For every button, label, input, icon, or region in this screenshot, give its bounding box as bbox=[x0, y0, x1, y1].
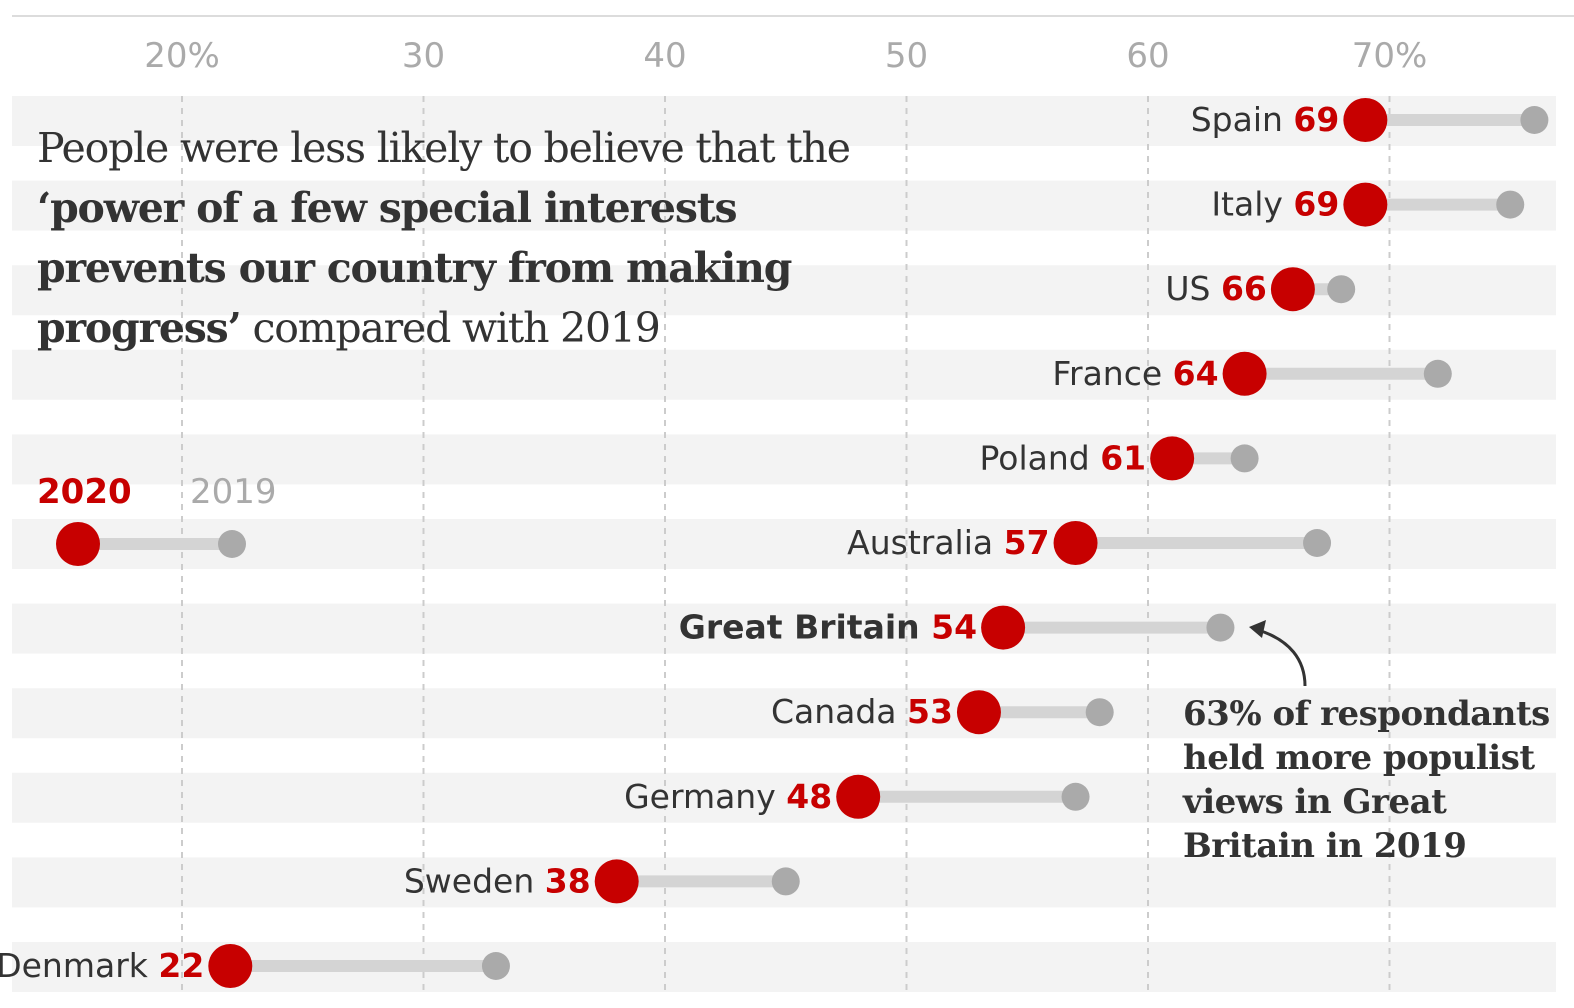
chart-title: People were less likely to believe that … bbox=[37, 118, 857, 358]
dot-2019 bbox=[1520, 106, 1549, 134]
legend: 2020 2019 bbox=[37, 472, 277, 566]
value-2020: 48 bbox=[786, 777, 832, 816]
x-tick-label: 40 bbox=[643, 36, 686, 76]
row-label: Spain 69 bbox=[1191, 100, 1340, 139]
gb-annotation: 63% of respondants held more populist vi… bbox=[1183, 692, 1563, 868]
dumbbell-row: Sweden 38 bbox=[404, 859, 800, 904]
country-name: France bbox=[1052, 354, 1172, 393]
dot-2020 bbox=[956, 690, 1001, 735]
value-2020: 38 bbox=[545, 861, 591, 900]
row-label: Denmark 22 bbox=[0, 946, 204, 985]
country-name: Sweden bbox=[404, 861, 545, 900]
value-2020: 22 bbox=[158, 946, 204, 985]
dot-2020 bbox=[1150, 436, 1195, 481]
legend-label-2019: 2019 bbox=[190, 472, 277, 512]
dumbbell-row: US 66 bbox=[1165, 267, 1356, 312]
dumbbell-row: Italy 69 bbox=[1211, 182, 1525, 227]
value-2020: 61 bbox=[1100, 438, 1146, 477]
row-label: Poland 61 bbox=[980, 438, 1147, 477]
dot-2020 bbox=[1343, 98, 1388, 142]
legend-dot-2019 bbox=[218, 530, 246, 558]
dot-2019 bbox=[1230, 444, 1259, 473]
value-2020: 53 bbox=[907, 692, 953, 731]
annotation-line: 63% of respondants bbox=[1183, 694, 1550, 734]
dot-2020 bbox=[1053, 521, 1098, 565]
dot-2019 bbox=[481, 952, 510, 980]
country-name: Spain bbox=[1191, 100, 1294, 139]
country-name: Denmark bbox=[0, 946, 158, 985]
row-label: Sweden 38 bbox=[404, 861, 591, 900]
annotation-arrow bbox=[1249, 620, 1307, 687]
x-tick-label: 50 bbox=[885, 36, 928, 76]
dumbbell-row: Canada 53 bbox=[771, 690, 1114, 735]
annotation-line: views in Great bbox=[1183, 782, 1447, 822]
value-2020: 57 bbox=[1004, 523, 1050, 562]
row-band bbox=[12, 772, 1556, 823]
row-label: Canada 53 bbox=[771, 692, 953, 731]
x-tick-label: 70% bbox=[1352, 36, 1428, 76]
row-label: Great Britain 54 bbox=[679, 608, 977, 647]
value-2020: 54 bbox=[931, 608, 977, 647]
dumbbell-row: Great Britain 54 bbox=[679, 605, 1235, 650]
annotation-line: held more populist bbox=[1183, 738, 1535, 778]
dot-2020 bbox=[981, 605, 1026, 650]
row-band bbox=[12, 96, 1556, 146]
row-label: Germany 48 bbox=[624, 777, 832, 816]
value-2020: 64 bbox=[1173, 354, 1219, 393]
legend-label-2020: 2020 bbox=[37, 472, 132, 512]
annotation-line: Britain in 2019 bbox=[1183, 826, 1467, 866]
dot-2020 bbox=[1343, 182, 1388, 227]
dot-2019 bbox=[1423, 359, 1452, 388]
dumbbell-row: Germany 48 bbox=[624, 774, 1090, 819]
dumbbell-row: Australia 57 bbox=[847, 521, 1332, 565]
title-part2: compared with 2019 bbox=[240, 304, 660, 352]
grid-lines bbox=[181, 96, 1391, 995]
dot-2019 bbox=[1303, 529, 1332, 557]
dot-2019 bbox=[1327, 275, 1356, 304]
row-band bbox=[12, 434, 1556, 485]
row-band bbox=[12, 180, 1556, 231]
value-2020: 69 bbox=[1293, 100, 1339, 139]
dot-2019 bbox=[1085, 698, 1114, 727]
dot-2020 bbox=[1222, 351, 1267, 396]
x-tick-label: 30 bbox=[402, 36, 445, 76]
dot-2020 bbox=[836, 774, 881, 819]
dumbbell-row: Denmark 22 bbox=[0, 944, 510, 988]
dot-2020 bbox=[594, 859, 639, 904]
row-label: Australia 57 bbox=[847, 523, 1049, 562]
arrow-curve bbox=[1257, 628, 1307, 687]
dot-2019 bbox=[1206, 613, 1235, 642]
x-tick-label: 20% bbox=[144, 36, 220, 76]
value-2020: 66 bbox=[1221, 269, 1267, 308]
dot-2020 bbox=[208, 944, 253, 988]
dumbbell-row: France 64 bbox=[1052, 351, 1452, 396]
legend-dot-2020 bbox=[56, 522, 100, 566]
row-band bbox=[12, 603, 1556, 654]
country-name: Germany bbox=[624, 777, 786, 816]
country-name: Great Britain bbox=[679, 608, 931, 647]
country-name: Poland bbox=[980, 438, 1101, 477]
dumbbell-row: Poland 61 bbox=[980, 436, 1259, 481]
dot-2019 bbox=[1496, 190, 1525, 219]
country-name: Canada bbox=[771, 692, 907, 731]
dumbbell-row: Spain 69 bbox=[1191, 98, 1549, 142]
dot-2020 bbox=[1270, 267, 1315, 312]
x-axis-ticks: 20% 30 40 50 60 70% bbox=[144, 36, 1427, 76]
value-2020: 69 bbox=[1293, 185, 1339, 224]
country-name: Italy bbox=[1211, 185, 1293, 224]
x-tick-label: 60 bbox=[1126, 36, 1169, 76]
dot-2019 bbox=[1061, 782, 1090, 811]
row-label: US 66 bbox=[1165, 269, 1267, 308]
row-band bbox=[12, 688, 1556, 739]
title-part1: People were less likely to believe that … bbox=[37, 124, 851, 172]
title-bold-quote: ‘power of a few special interests preven… bbox=[37, 184, 792, 352]
row-label: France 64 bbox=[1052, 354, 1218, 393]
row-label: Italy 69 bbox=[1211, 185, 1339, 224]
dot-2019 bbox=[771, 867, 800, 896]
country-name: US bbox=[1165, 269, 1221, 308]
arrow-head-icon bbox=[1249, 620, 1266, 638]
country-name: Australia bbox=[847, 523, 1003, 562]
